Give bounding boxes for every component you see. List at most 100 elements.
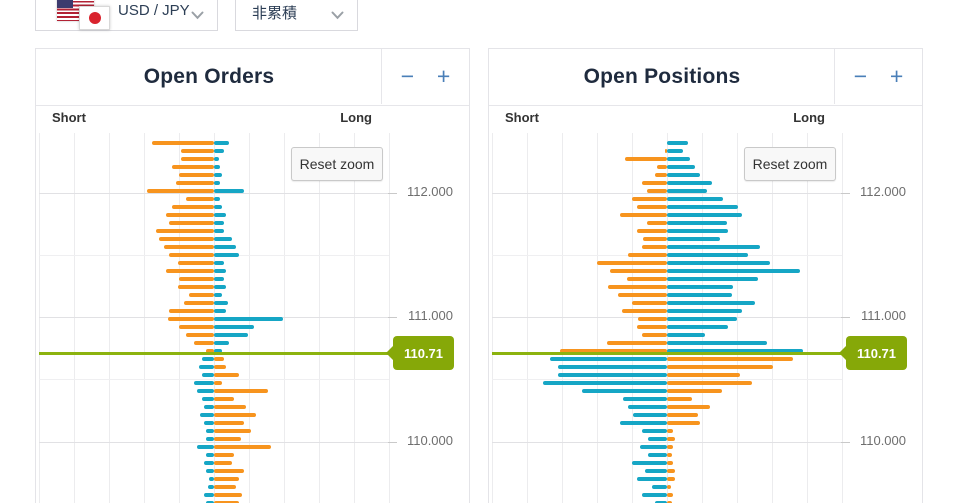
short-bar-above bbox=[655, 173, 667, 177]
long-bar-above bbox=[667, 237, 720, 241]
long-bar-above bbox=[667, 157, 690, 161]
panel-header: Open Positions − + bbox=[489, 49, 922, 106]
gridline-vertical bbox=[389, 133, 390, 503]
open-positions-panel: Open Positions − + Short Long Reset zoom… bbox=[488, 48, 923, 503]
zoom-in-button[interactable]: + bbox=[886, 65, 907, 88]
long-bar-above bbox=[214, 333, 248, 337]
short-bar-above bbox=[632, 197, 667, 201]
short-bar-below bbox=[642, 429, 667, 433]
short-bar-above bbox=[627, 277, 667, 281]
current-price-line bbox=[492, 352, 844, 355]
gridline-horizontal-major bbox=[492, 442, 842, 443]
long-bar-above bbox=[214, 277, 224, 281]
short-bar-below bbox=[640, 445, 667, 449]
currency-pair-label: USD / JPY bbox=[118, 2, 190, 19]
long-bar-above bbox=[667, 205, 738, 209]
long-bar-below bbox=[214, 381, 222, 385]
zoom-out-button[interactable]: − bbox=[397, 65, 418, 88]
short-bar-below bbox=[206, 501, 214, 503]
short-bar-above bbox=[169, 221, 214, 225]
long-bar-above bbox=[214, 141, 229, 145]
short-bar-below bbox=[582, 389, 667, 393]
current-price-label: 110.71 bbox=[839, 336, 907, 370]
currency-pair-selector[interactable]: USD / JPY bbox=[35, 0, 218, 31]
long-bar-above bbox=[214, 205, 222, 209]
short-bar-below bbox=[200, 413, 214, 417]
short-bar-above bbox=[176, 181, 214, 185]
short-bar-above bbox=[169, 309, 214, 313]
short-bar-below bbox=[645, 469, 667, 473]
zoom-in-button[interactable]: + bbox=[433, 65, 454, 88]
short-bar-above bbox=[638, 317, 667, 321]
reset-zoom-button[interactable]: Reset zoom bbox=[291, 147, 383, 181]
price-label-arrow-icon bbox=[839, 346, 846, 360]
long-bar-above bbox=[214, 349, 222, 353]
short-bar-below bbox=[204, 461, 214, 465]
zoom-out-button[interactable]: − bbox=[850, 65, 871, 88]
long-bar-below bbox=[667, 429, 673, 433]
long-bar-below bbox=[667, 381, 752, 385]
short-bar-below bbox=[623, 397, 667, 401]
long-bar-below bbox=[667, 373, 740, 377]
current-price-line bbox=[39, 352, 391, 355]
long-bar-above bbox=[667, 277, 758, 281]
short-bar-below bbox=[620, 421, 667, 425]
short-bar-above bbox=[620, 213, 667, 217]
short-bar-above bbox=[186, 333, 214, 337]
long-bar-above bbox=[214, 165, 220, 169]
long-bar-above bbox=[667, 269, 800, 273]
short-bar-above bbox=[637, 205, 667, 209]
axis-tick bbox=[388, 193, 397, 194]
long-bar-above bbox=[214, 317, 283, 321]
gridline-vertical bbox=[109, 133, 110, 503]
long-bar-above bbox=[667, 341, 767, 345]
short-bar-above bbox=[647, 189, 667, 193]
chart-plot[interactable] bbox=[39, 133, 397, 503]
short-bar-above bbox=[164, 245, 214, 249]
reset-zoom-button[interactable]: Reset zoom bbox=[744, 147, 836, 181]
gridline-vertical bbox=[492, 133, 493, 503]
short-bar-below bbox=[550, 357, 667, 361]
long-bar-above bbox=[214, 261, 224, 265]
gridline-vertical bbox=[354, 133, 355, 503]
long-bar-below bbox=[667, 453, 672, 457]
short-bar-above bbox=[608, 285, 667, 289]
short-bar-above bbox=[179, 277, 214, 281]
short-bar-above bbox=[628, 253, 667, 257]
aggregation-mode-selector[interactable]: 非累積 bbox=[235, 0, 358, 31]
long-bar-above bbox=[667, 285, 733, 289]
chevron-down-icon bbox=[331, 7, 344, 25]
long-bar-above bbox=[667, 245, 760, 249]
short-bar-below bbox=[558, 365, 667, 369]
gridline-vertical bbox=[319, 133, 320, 503]
long-bar-above bbox=[667, 173, 700, 177]
panel-title: Open Positions bbox=[583, 65, 741, 88]
long-bar-below bbox=[214, 421, 244, 425]
short-bar-below bbox=[206, 469, 214, 473]
price-label-arrow-icon bbox=[386, 346, 393, 360]
short-bar-below bbox=[648, 437, 667, 441]
long-bar-above bbox=[214, 213, 226, 217]
short-bar-below bbox=[206, 437, 214, 441]
axis-tick bbox=[841, 442, 850, 443]
short-bar-above bbox=[166, 213, 214, 217]
gridline-vertical bbox=[39, 133, 40, 503]
long-bar-below bbox=[214, 453, 234, 457]
long-side-label: Long bbox=[793, 110, 825, 125]
short-bar-below bbox=[642, 493, 667, 497]
short-bar-below bbox=[202, 373, 214, 377]
short-bar-above bbox=[642, 333, 667, 337]
long-bar-above bbox=[667, 221, 727, 225]
current-price-label: 110.71 bbox=[386, 336, 454, 370]
long-bar-below bbox=[214, 469, 244, 473]
short-bar-below bbox=[543, 381, 667, 385]
long-bar-above bbox=[667, 197, 723, 201]
long-bar-below bbox=[214, 485, 236, 489]
short-bar-below bbox=[558, 373, 667, 377]
gridline-horizontal-minor bbox=[492, 379, 842, 380]
axis-tick bbox=[388, 442, 397, 443]
chart-plot[interactable] bbox=[492, 133, 850, 503]
long-bar-below bbox=[667, 445, 673, 449]
long-bar-above bbox=[214, 245, 236, 249]
long-bar-below bbox=[214, 365, 226, 369]
